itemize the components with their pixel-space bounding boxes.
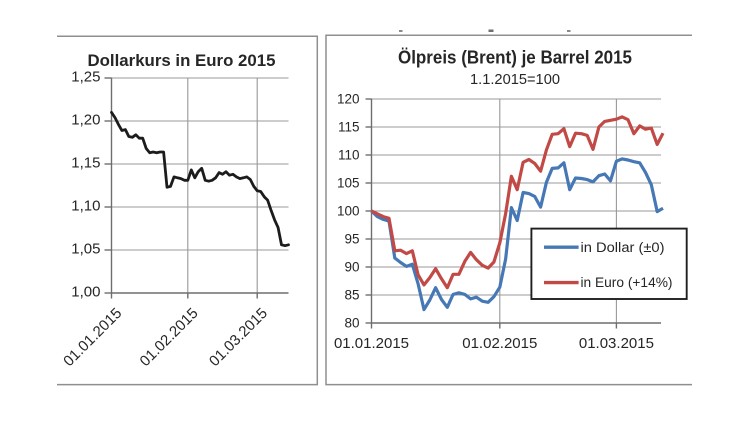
svg-text:01.01.2015: 01.01.2015: [334, 335, 409, 352]
svg-text:in Euro (+14%): in Euro (+14%): [581, 275, 673, 290]
svg-text:100: 100: [337, 204, 360, 219]
svg-text:95: 95: [344, 232, 359, 247]
svg-text:1.1.2015=100: 1.1.2015=100: [470, 72, 560, 88]
svg-text:90: 90: [344, 260, 359, 275]
svg-text:1,10: 1,10: [71, 197, 100, 214]
svg-text:85: 85: [344, 288, 359, 303]
svg-text:115: 115: [338, 120, 360, 135]
svg-text:01.02.2015: 01.02.2015: [462, 335, 537, 352]
svg-text:01.03.2015: 01.03.2015: [579, 335, 654, 352]
svg-text:in Dollar (±0): in Dollar (±0): [581, 240, 665, 255]
svg-text:1,20: 1,20: [71, 111, 100, 128]
svg-text:Dollarkurs in Euro 2015: Dollarkurs in Euro 2015: [88, 51, 276, 70]
svg-text:1,15: 1,15: [71, 154, 100, 171]
svg-text:105: 105: [337, 176, 360, 191]
svg-text:120: 120: [337, 92, 360, 107]
svg-text:1,25: 1,25: [71, 68, 100, 85]
svg-text:1,05: 1,05: [71, 240, 100, 257]
svg-text:80: 80: [344, 316, 359, 331]
svg-text:Ölpreis (Brent) je Barrel 2015: Ölpreis (Brent) je Barrel 2015: [398, 48, 632, 68]
svg-text:1,00: 1,00: [71, 283, 100, 300]
svg-text:110: 110: [338, 148, 360, 163]
